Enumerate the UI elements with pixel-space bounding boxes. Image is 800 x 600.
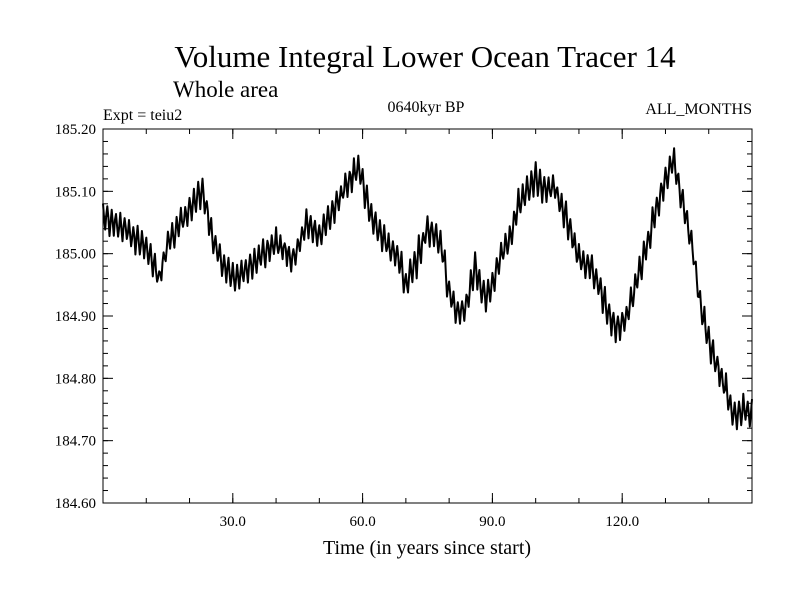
x-tick-label: 60.0 xyxy=(349,514,375,530)
x-tick-label: 120.0 xyxy=(605,514,639,530)
months-label: ALL_MONTHS xyxy=(645,101,752,118)
x-tick-labels: 30.0 60.0 90.0 120.0 xyxy=(220,514,639,530)
x-axis-label: Time (in years since start) xyxy=(323,537,531,559)
period-label: 0640kyr BP xyxy=(388,99,465,116)
axis-ticks xyxy=(102,128,753,504)
y-tick-labels: 184.60 184.70 184.80 184.90 185.00 185.10 185.… xyxy=(55,122,96,512)
y-tick-label: 184.80 xyxy=(55,371,96,387)
y-tick-label: 185.00 xyxy=(55,247,96,263)
plot-frame xyxy=(102,128,753,504)
expt-label: Expt = teiu2 xyxy=(103,107,182,124)
chart-subtitle: Whole area xyxy=(173,77,278,102)
x-tick-label: 30.0 xyxy=(220,514,246,530)
y-tick-label: 185.20 xyxy=(55,122,96,138)
chart-title: Volume Integral Lower Ocean Tracer 14 xyxy=(174,39,676,74)
y-tick-label: 185.10 xyxy=(55,184,96,200)
y-tick-label: 184.70 xyxy=(55,434,96,450)
y-tick-label: 184.60 xyxy=(55,496,96,512)
y-tick-label: 184.90 xyxy=(55,309,96,325)
series-line xyxy=(102,147,753,431)
x-tick-label: 90.0 xyxy=(479,514,505,530)
